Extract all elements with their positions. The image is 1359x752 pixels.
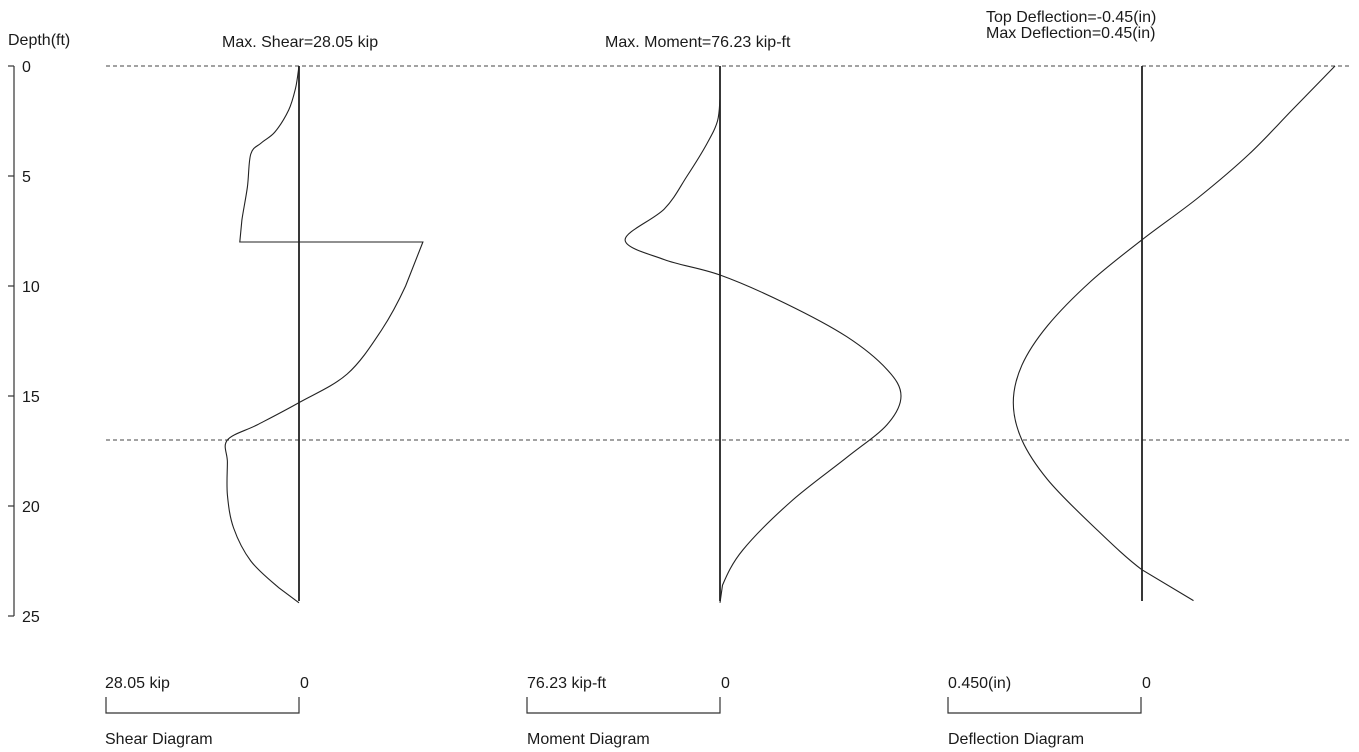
shear-title: Max. Shear=28.05 kip xyxy=(222,34,378,51)
shear-scale-zero-label: 0 xyxy=(300,675,309,692)
moment-title: Max. Moment=76.23 kip-ft xyxy=(605,34,791,51)
reference-lines xyxy=(106,65,1352,441)
deflection-scale-zero-label: 0 xyxy=(1142,675,1151,692)
depth-tick-label: 20 xyxy=(22,499,40,516)
shear-scale-max-label: 28.05 kip xyxy=(105,675,170,692)
depth-tick-label: 10 xyxy=(22,279,40,296)
shear-scale: 28.05 kip 0 Shear Diagram xyxy=(105,675,309,748)
depth-ticks: 0 5 10 15 20 25 xyxy=(8,59,40,626)
moment-scale: 76.23 kip-ft 0 Moment Diagram xyxy=(526,675,730,748)
depth-tick-label: 0 xyxy=(22,59,31,76)
depth-tick-label: 25 xyxy=(22,609,40,626)
moment-scale-max-label: 76.23 kip-ft xyxy=(527,675,607,692)
shear-curve xyxy=(224,65,424,604)
top-deflection-title: Top Deflection=-0.45(in) xyxy=(986,9,1156,26)
depth-tick-label: 5 xyxy=(22,169,31,186)
deflection-scale-max-label: 0.450(in) xyxy=(948,675,1011,692)
moment-diagram-label: Moment Diagram xyxy=(527,731,650,748)
max-deflection-title: Max Deflection=0.45(in) xyxy=(986,25,1155,42)
moment-curve xyxy=(624,98,902,603)
depth-axis: Depth(ft) 0 5 10 15 20 25 xyxy=(8,32,70,626)
moment-scale-zero-label: 0 xyxy=(721,675,730,692)
depth-axis-label: Depth(ft) xyxy=(8,32,70,49)
deflection-scale: 0.450(in) 0 Deflection Diagram xyxy=(947,675,1151,748)
deflection-scale-bracket xyxy=(947,697,1142,714)
shear-diagram-label: Shear Diagram xyxy=(105,731,213,748)
depth-tick-label: 15 xyxy=(22,389,40,406)
moment-scale-bracket xyxy=(526,697,721,714)
deflection-curve xyxy=(1012,65,1336,602)
deflection-diagram-label: Deflection Diagram xyxy=(948,731,1084,748)
shear-scale-bracket xyxy=(105,697,300,714)
